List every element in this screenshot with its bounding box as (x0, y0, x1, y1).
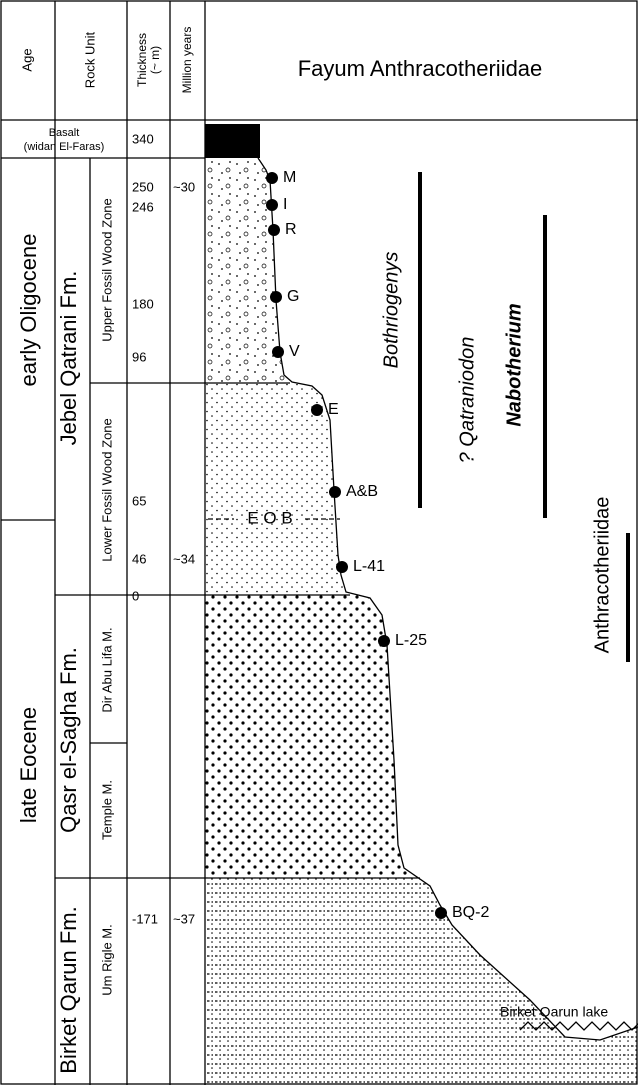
locality-dot (268, 224, 280, 236)
label: Um Rigle M. (99, 924, 114, 996)
taxon-label: Anthracotheriidae (591, 497, 613, 654)
locality-dot (272, 346, 284, 358)
label: Age (19, 48, 34, 71)
label: 246 (132, 199, 154, 214)
locality-label: L-25 (395, 632, 427, 649)
label: ~34 (173, 551, 195, 566)
basalt (205, 124, 260, 158)
label: 180 (132, 296, 154, 311)
locality-dot (378, 635, 390, 647)
label: 65 (132, 493, 146, 508)
eob-label: E O B (247, 508, 292, 527)
label: Qasr el-Sagha Fm. (56, 647, 81, 833)
title: Fayum Anthracotheriidae (298, 56, 543, 81)
locality-label: I (283, 196, 287, 213)
locality-dot (266, 172, 278, 184)
label: -171 (132, 911, 158, 926)
label: Rock Unit (82, 31, 97, 88)
label: 46 (132, 551, 146, 566)
label: 340 (132, 131, 154, 146)
locality-label: BQ-2 (452, 904, 489, 921)
taxon-label: Bothriogenys (380, 252, 402, 369)
label: Temple M. (99, 780, 114, 840)
locality-label: L-41 (353, 558, 385, 575)
sediment-band (205, 878, 638, 1085)
locality-label: E (328, 401, 339, 418)
locality-dot (311, 404, 323, 416)
label: Thickness (135, 33, 149, 87)
locality-label: A&B (346, 483, 378, 500)
label: 96 (132, 349, 146, 364)
label: (widan El-Faras) (24, 141, 105, 153)
label: Jebel Qatrani Fm. (56, 271, 81, 446)
locality-label: V (289, 343, 300, 360)
locality-dot (435, 907, 447, 919)
label: ~37 (173, 911, 195, 926)
locality-dot (270, 291, 282, 303)
locality-dot (266, 199, 278, 211)
locality-label: M (283, 169, 296, 186)
taxon-label: Nabotherium (503, 303, 525, 426)
label: ~30 (173, 179, 195, 194)
label: Lower Fossil Wood Zone (99, 418, 114, 562)
lake-label: Birket Qarun lake (500, 1004, 608, 1020)
label: (~ m) (148, 46, 162, 74)
label: Million years (180, 27, 194, 94)
label: Basalt (49, 127, 80, 139)
label: late Eocene (16, 707, 41, 823)
label: Dir Abu Lifa M. (99, 627, 114, 712)
label: Birket Qarun Fm. (56, 906, 81, 1073)
taxon-label: ? Qatraniodon (456, 337, 478, 464)
stratigraphic-figure: Age Rock Unit Thickness(~ m) Million years F… (0, 0, 638, 1085)
label: 250 (132, 179, 154, 194)
label: early Oligocene (16, 234, 41, 387)
label: Upper Fossil Wood Zone (99, 198, 114, 342)
label: 0 (132, 588, 139, 603)
locality-label: G (287, 288, 299, 305)
locality-dot (336, 561, 348, 573)
locality-label: R (285, 221, 297, 238)
locality-dot (329, 486, 341, 498)
